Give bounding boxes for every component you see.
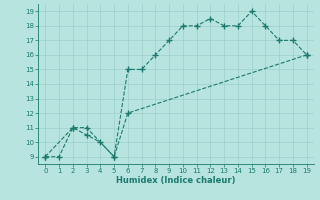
X-axis label: Humidex (Indice chaleur): Humidex (Indice chaleur) [116, 176, 236, 185]
